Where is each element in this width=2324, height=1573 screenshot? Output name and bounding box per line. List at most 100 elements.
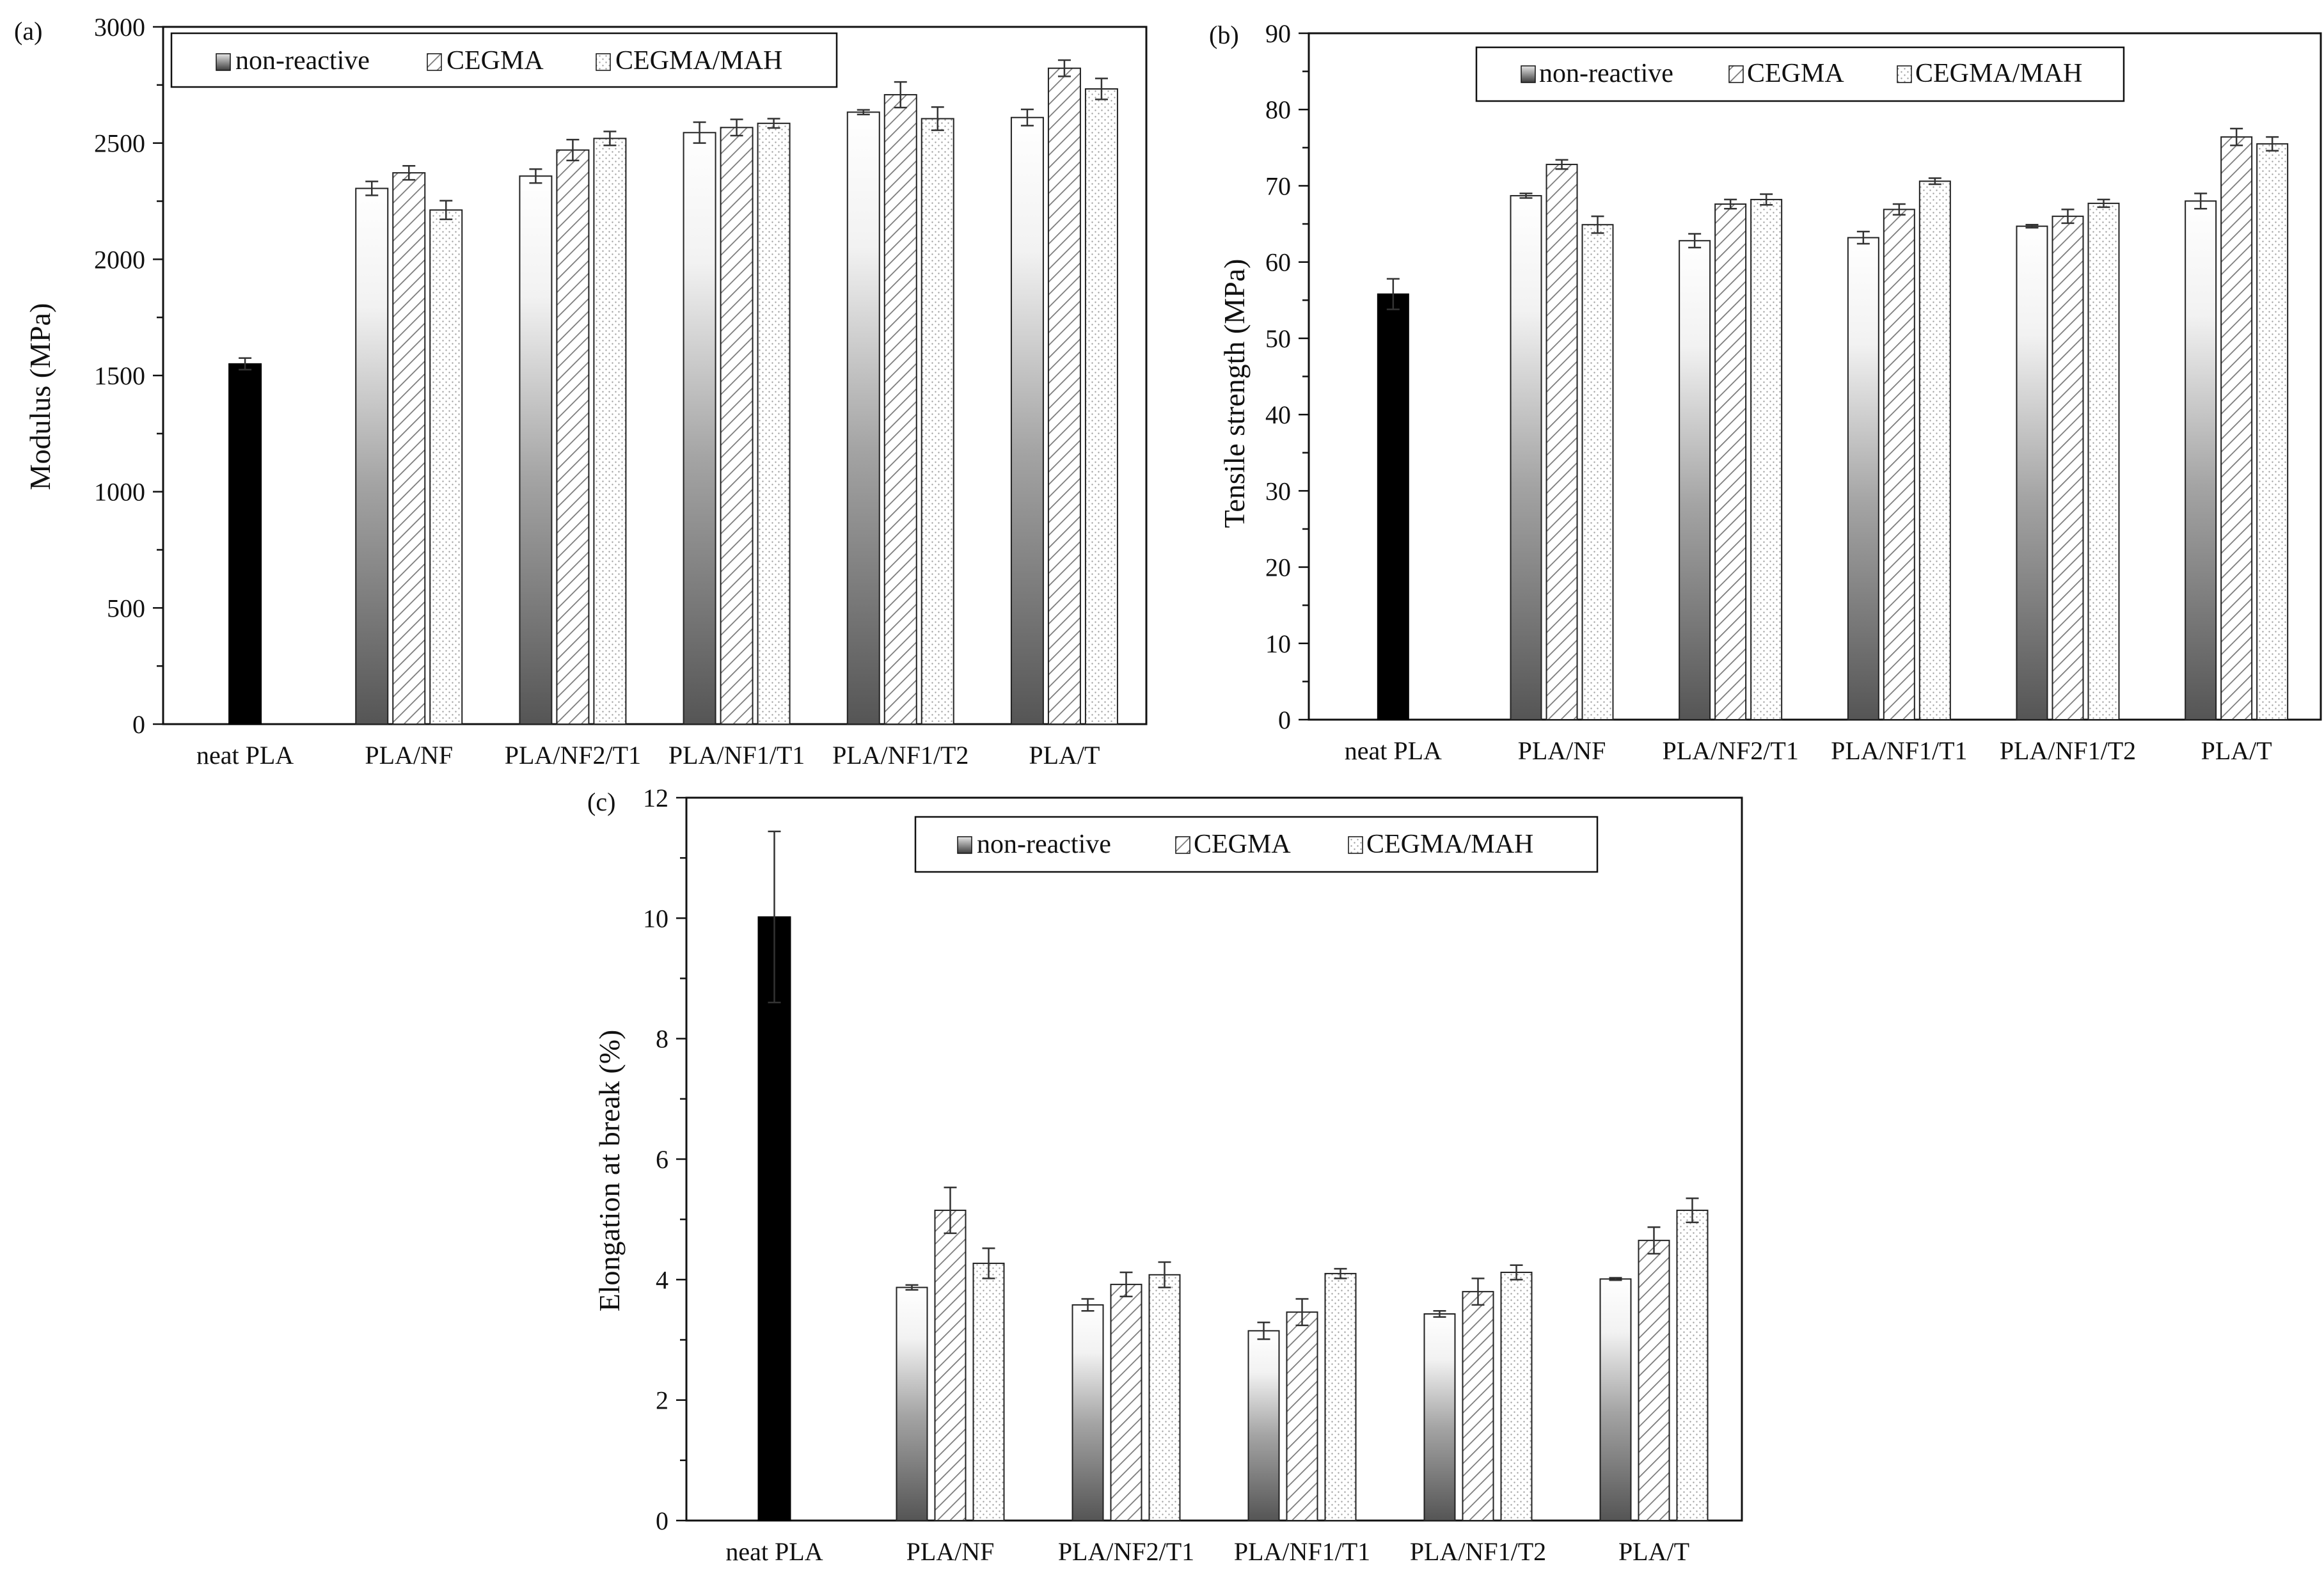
y-tick-label: 8 — [656, 1025, 668, 1054]
bar-cegma — [720, 127, 754, 725]
panel-c-legend-cegma-mah: CEGMA/MAH — [1366, 830, 1533, 859]
panel-a-legend-frame — [170, 32, 838, 88]
error-bar-cegma — [944, 1187, 957, 1235]
panel-b-legend-cegma: CEGMA — [1747, 59, 1844, 88]
bar-nonreactive — [1599, 1278, 1632, 1522]
category-label: PLA/NF — [906, 1537, 995, 1566]
panel-b-legend-swatch-nonreactive — [1521, 65, 1536, 83]
y-tick-label: 30 — [1265, 477, 1291, 505]
error-bar-cegma-mah — [1928, 177, 1941, 186]
error-bar-cegma — [2230, 127, 2243, 146]
error-bar-nonreactive — [1433, 1310, 1446, 1318]
panel-c-legend-swatch-cegma-mah — [1348, 836, 1363, 854]
error-bar-cegma-mah — [1334, 1268, 1347, 1279]
panel-b-category-labels: neat PLA PLA/NF PLA/NF2/T1 PLA/NF1/T1 PLA/NF… — [1345, 736, 2272, 765]
error-bar-cegma-mah — [1510, 1264, 1523, 1281]
bar-neat-pla — [1377, 293, 1409, 720]
bar-nonreactive — [896, 1286, 928, 1521]
bar-nonreactive — [846, 111, 880, 725]
bar-cegma-mah — [972, 1262, 1005, 1521]
panel-b-legend-swatch-cegma — [1728, 65, 1744, 83]
error-bar-neat-pla — [239, 357, 252, 371]
panel-c-category-labels: neat PLA PLA/NF PLA/NF2/T1 PLA/NF1/T1 PLA/NF… — [725, 1537, 1689, 1566]
bar-cegma-mah — [1084, 88, 1118, 725]
bar-nonreactive — [1247, 1330, 1280, 1521]
category-label: PLA/NF — [365, 741, 453, 770]
error-bar-neat-pla — [1386, 278, 1400, 310]
panel-a-legend-cegma: CEGMA — [447, 46, 544, 75]
bar-cegma — [2220, 136, 2253, 721]
error-bar-nonreactive — [2194, 193, 2208, 210]
category-label: PLA/NF1/T2 — [2000, 736, 2136, 765]
category-label: neat PLA — [725, 1537, 823, 1566]
bar-neat-pla — [228, 363, 262, 725]
bar-cegma-mah — [1676, 1210, 1709, 1521]
bar-cegma — [392, 172, 426, 725]
y-tick-label: 10 — [1265, 629, 1291, 658]
bar-cegma-mah — [1148, 1274, 1181, 1522]
panel-b-legend-frame — [1475, 46, 2125, 102]
panel-a-legend-swatch-cegma — [427, 53, 442, 71]
panel-a-category-labels: neat PLA PLA/NF PLA/NF2/T1 PLA/NF1/T1 PLA/NF… — [196, 741, 1100, 770]
bar-neat-pla — [757, 916, 791, 1521]
panel-c-legend-swatch-cegma — [1175, 836, 1190, 854]
panel-a-label: (a) — [14, 17, 42, 45]
y-tick-label: 6 — [656, 1145, 668, 1174]
panel-c-plot-frame — [685, 796, 1743, 1522]
error-bar-cegma-mah — [603, 130, 617, 146]
error-bar-cegma — [2061, 209, 2075, 225]
category-label: PLA/NF1/T2 — [832, 741, 968, 770]
bar-cegma — [1462, 1291, 1494, 1521]
error-bar-cegma-mah — [767, 118, 780, 129]
bar-nonreactive — [1010, 116, 1044, 725]
bar-nonreactive — [2016, 225, 2048, 721]
bar-cegma-mah — [429, 209, 463, 725]
panel-c-y-ticks: 0 2 4 6 8 10 12 — [643, 784, 686, 1535]
y-tick-label: 20 — [1265, 553, 1291, 582]
panel-a-bars — [228, 59, 1118, 725]
bar-nonreactive — [1071, 1304, 1104, 1521]
y-tick-label: 2 — [656, 1386, 668, 1415]
panel-b-legend-swatch-cegma-mah — [1897, 65, 1912, 83]
category-label: PLA/NF2/T1 — [505, 741, 641, 770]
error-bar-nonreactive — [1081, 1298, 1095, 1312]
bar-nonreactive — [683, 132, 716, 725]
y-tick-label: 3000 — [94, 13, 145, 42]
bar-nonreactive — [1847, 237, 1879, 720]
panel-a-legend-nonreactive: non-reactive — [235, 46, 370, 75]
y-tick-label: 2000 — [94, 245, 145, 274]
error-bar-cegma-mah — [1760, 193, 1773, 206]
panel-b-legend-nonreactive: non-reactive — [1539, 59, 1673, 88]
panel-b-y-ticks: 0 10 20 30 40 50 60 70 80 90 — [1265, 19, 1309, 734]
bar-cegma-mah — [2256, 143, 2289, 721]
error-bar-cegma — [1119, 1271, 1133, 1297]
panel-b-label: (b) — [1209, 20, 1239, 49]
error-bar-cegma — [1892, 203, 1906, 216]
bar-cegma — [1286, 1311, 1318, 1522]
bar-cegma-mah — [1918, 180, 1951, 720]
y-tick-label: 50 — [1265, 324, 1291, 353]
error-bar-nonreactive — [1856, 230, 1870, 245]
bar-cegma-mah — [1750, 198, 1783, 721]
error-bar-cegma-mah — [931, 106, 944, 131]
category-label: PLA/NF1/T2 — [1410, 1537, 1546, 1566]
error-bar-cegma-mah — [1158, 1261, 1171, 1288]
bar-cegma — [1110, 1283, 1142, 1522]
error-bar-cegma — [1724, 198, 1737, 210]
y-tick-label: 40 — [1265, 400, 1291, 429]
y-tick-label: 12 — [643, 784, 668, 812]
y-tick-label: 4 — [656, 1265, 668, 1294]
error-bar-neat-pla — [768, 830, 781, 1004]
panel-c-legend: non-reactive CEGMA CEGMA/MAH — [914, 816, 1599, 873]
y-tick-label: 500 — [107, 594, 145, 622]
error-bar-cegma-mah — [2266, 136, 2279, 152]
y-tick-label: 80 — [1265, 95, 1291, 124]
category-label: PLA/NF1/T1 — [668, 741, 805, 770]
y-tick-label: 70 — [1265, 171, 1291, 200]
error-bar-nonreactive — [1688, 233, 1702, 249]
bar-cegma-mah — [2087, 202, 2120, 721]
bar-cegma — [1047, 67, 1081, 725]
error-bar-cegma — [402, 165, 416, 181]
error-bar-cegma — [730, 118, 743, 137]
bar-nonreactive — [1679, 240, 1711, 721]
